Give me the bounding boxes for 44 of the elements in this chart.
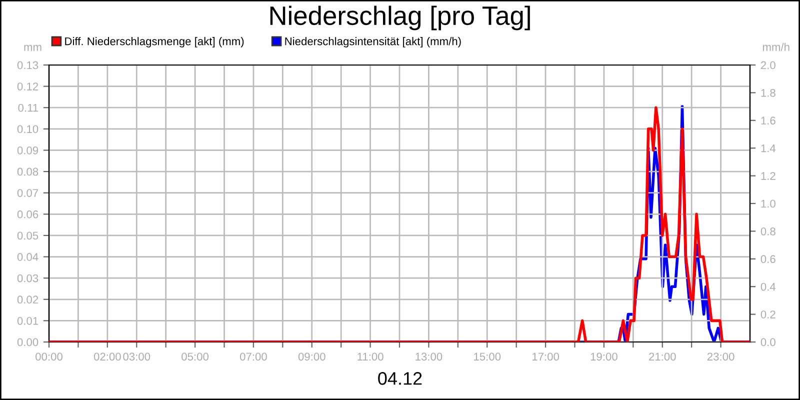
x-tick-label: 15:00: [474, 352, 501, 361]
y2-axis-title: mm/h: [762, 42, 790, 51]
legend-label: Niederschlagsintensität [akt] (mm/h): [285, 37, 461, 48]
y2-tick-label: 0.6: [760, 255, 776, 264]
y-tick-label: 0.02: [17, 296, 38, 304]
y-tick-label: 0.12: [17, 82, 38, 90]
x-tick-label: 11:00: [358, 352, 384, 361]
y2-tick-label: 1.2: [761, 172, 776, 180]
y-tick-label: 0.09: [17, 146, 38, 154]
x-tick-label: 21:00: [649, 352, 676, 361]
legend-label: Diff. Niederschlagsmenge [akt] (mm): [65, 37, 244, 48]
x-tick-label: 17:00: [532, 352, 560, 361]
y-tick-label: 0.03: [17, 274, 38, 282]
x-tick-label: 07:00: [240, 352, 267, 361]
y2-tick-label: 0.2: [760, 310, 776, 318]
y-tick-label: 0.13: [17, 61, 38, 70]
y2-tick-label: 0.8: [760, 227, 776, 236]
x-tick-label: 23:00: [707, 352, 734, 361]
y-tick-label: 0.11: [18, 104, 38, 112]
y-tick-label: 0.08: [17, 168, 38, 176]
y2-tick-label: 1.6: [761, 116, 776, 125]
y2-tick-label: 1.4: [761, 144, 776, 152]
y-tick-label: 0.06: [17, 210, 38, 218]
chart-title: Niederschlag [pro Tag]: [270, 6, 530, 30]
y-tick-label: 0.10: [17, 125, 38, 134]
x-tick-label: 09:00: [298, 352, 326, 361]
y2-tick-label: 0.0: [760, 338, 776, 346]
x-tick-label: 03:00: [123, 352, 150, 361]
y-tick-label: 0.05: [17, 232, 38, 240]
x-tick-label: 00:00: [36, 352, 62, 361]
x-tick-label: 05:00: [182, 352, 209, 361]
y-tick-label: 0.07: [17, 189, 38, 197]
y2-tick-label: 1.0: [761, 200, 776, 208]
x-tick-label: 02:00: [94, 352, 121, 361]
y-axis-title: mm: [24, 44, 42, 51]
x-tick-label: 13:00: [416, 352, 442, 361]
y-tick-label: 0.00: [17, 338, 38, 346]
y2-tick-label: 0.4: [760, 282, 776, 291]
y2-tick-label: 2.0: [760, 61, 776, 70]
y-tick-label: 0.01: [17, 316, 38, 325]
x-tick-label: 19:00: [590, 352, 618, 361]
x-axis-title: 04.12: [378, 372, 422, 385]
y2-tick-label: 1.8: [761, 88, 776, 97]
y-tick-label: 0.04: [17, 253, 38, 261]
